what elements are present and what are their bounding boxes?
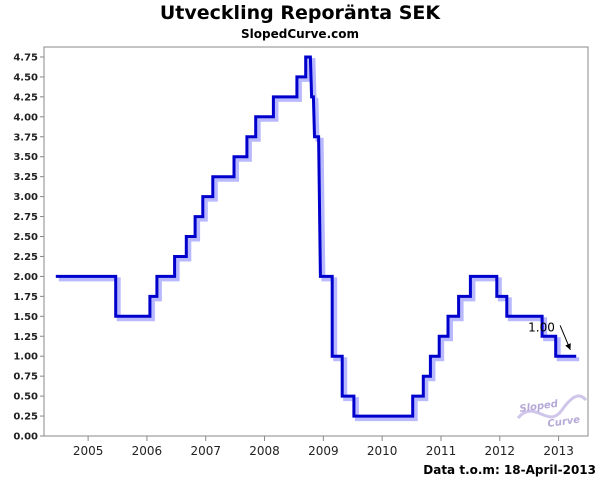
y-tick-label: 0.25 bbox=[13, 412, 38, 423]
logo-swoosh bbox=[516, 394, 588, 420]
y-tick-label: 4.75 bbox=[13, 52, 38, 63]
annotation-label: 1.00 bbox=[528, 320, 555, 334]
y-tick-label: 1.00 bbox=[13, 352, 38, 363]
annotations: 1.00 bbox=[528, 320, 571, 351]
x-tick-label: 2006 bbox=[132, 444, 163, 458]
slopedcurve-logo: SlopedCurve bbox=[516, 394, 588, 430]
y-tick-label: 0.50 bbox=[13, 392, 38, 403]
series-line-shadow bbox=[58, 58, 580, 422]
y-tick-label: 2.00 bbox=[13, 272, 38, 283]
series-line-repo-rate bbox=[55, 55, 577, 418]
y-tick-label: 4.25 bbox=[13, 92, 38, 103]
x-tick-label: 2013 bbox=[543, 444, 574, 458]
x-tick-label: 2009 bbox=[308, 444, 339, 458]
y-tick-label: 1.75 bbox=[13, 292, 38, 303]
x-tick-label: 2005 bbox=[73, 444, 104, 458]
logo-text-line2: Curve bbox=[547, 414, 581, 429]
y-tick-label: 2.75 bbox=[13, 212, 38, 223]
y-axis: 0.00 0.25 0.50 0.75 1.00 1.25 1.50 1.75 2.00 2.25… bbox=[13, 52, 44, 443]
x-tick-label: 2008 bbox=[249, 444, 280, 458]
y-tick-label: 0.75 bbox=[13, 372, 38, 383]
chart-subtitle: SlopedCurve.com bbox=[241, 27, 359, 41]
x-tick-label: 2007 bbox=[190, 444, 221, 458]
x-tick-label: 2012 bbox=[485, 444, 516, 458]
y-tick-label: 3.75 bbox=[13, 132, 38, 143]
x-tick-label: 2011 bbox=[426, 444, 457, 458]
annotation-arrow bbox=[559, 325, 571, 351]
y-tick-label: 3.50 bbox=[13, 152, 38, 163]
y-tick-label: 0.00 bbox=[13, 432, 38, 443]
y-tick-label: 1.50 bbox=[13, 312, 38, 323]
y-tick-label: 4.50 bbox=[13, 72, 38, 83]
logo-text-line1: Sloped bbox=[519, 399, 560, 415]
x-axis: 2005 2006 2007 2008 2009 2010 2011 2012 2013 bbox=[73, 436, 574, 458]
y-tick-label: 2.50 bbox=[13, 232, 38, 243]
data-date-footer: Data t.o.m: 18-April-2013 bbox=[423, 463, 596, 477]
x-tick-label: 2010 bbox=[367, 444, 398, 458]
y-tick-label: 3.25 bbox=[13, 172, 38, 183]
chart-title: Utveckling Reporänta SEK bbox=[159, 2, 441, 24]
y-tick-label: 3.00 bbox=[13, 192, 38, 203]
y-tick-label: 1.25 bbox=[13, 332, 38, 343]
y-tick-label: 4.00 bbox=[13, 112, 38, 123]
y-tick-label: 2.25 bbox=[13, 252, 38, 263]
